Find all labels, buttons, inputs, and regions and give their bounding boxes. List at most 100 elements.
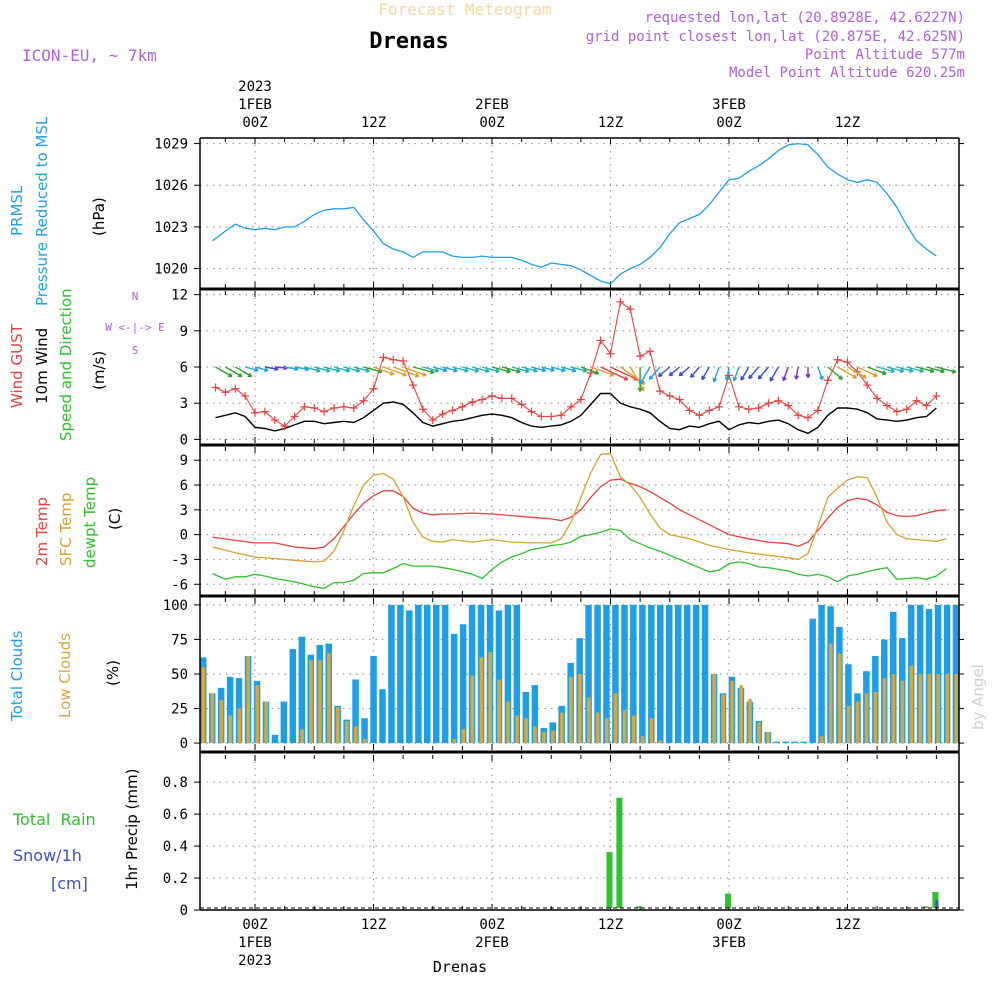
wind-speed-line (215, 392, 937, 435)
gust-marker (280, 422, 289, 431)
wind-arrow (462, 366, 480, 373)
precip-bars (606, 797, 939, 908)
low-cloud-bar (730, 680, 734, 744)
top-time-label: 12Z (835, 115, 860, 131)
top-time-label: 12Z (361, 115, 386, 131)
y-tick-label: 3 (180, 503, 188, 519)
wind-arrow (560, 366, 577, 373)
gust-marker (823, 376, 832, 385)
low-cloud-bar (542, 732, 546, 744)
wind-arrow (333, 366, 351, 373)
prmsl-label: PRMSL (8, 185, 26, 236)
y-tick-label: -3 (171, 552, 188, 568)
low-cloud-bar (201, 667, 206, 744)
wind-arrow (827, 366, 843, 380)
low-cloud-bar (470, 675, 475, 744)
low-cloud-bar (864, 693, 869, 743)
low-cloud-bar (622, 709, 627, 744)
low-cloud-bar (945, 674, 949, 744)
wind-arrow (678, 366, 690, 377)
low-cloud-bar (515, 715, 519, 744)
compass-south: S (132, 344, 139, 357)
gust-marker (468, 397, 477, 406)
pressure-panel: PRMSL Pressure Reduced to MSL (hPa) 1020… (8, 116, 964, 306)
wind-arrow (748, 366, 760, 380)
bottom-time-label: 2FEB (475, 935, 509, 951)
top-time-label: 3FEB (712, 97, 746, 113)
plot-frame (199, 137, 960, 911)
total-cloud-bar (424, 604, 431, 744)
wind-arrow (876, 366, 895, 374)
total-cloud-bar (522, 692, 530, 744)
total-cloud-bar (352, 679, 359, 744)
wind-arrow (393, 366, 420, 378)
y-tick-label: 0.2 (163, 871, 188, 887)
y-tick-label: -6 (171, 577, 188, 593)
wind-arrow (432, 366, 448, 373)
low-cloud-bar (819, 736, 824, 744)
gust-marker (221, 388, 230, 397)
low-clouds-label: Low Clouds (56, 633, 74, 718)
wind-arrow (837, 366, 858, 379)
y-tick-label: 12 (171, 288, 188, 304)
y-tick-label: 3 (180, 396, 188, 412)
top-time-label: 2FEB (475, 97, 509, 113)
gust-marker (705, 406, 714, 415)
total-cloud-bar (791, 741, 798, 744)
gust-marker (478, 395, 487, 404)
bottom-time-label: 1FEB (238, 935, 272, 951)
wind-arrow (234, 366, 253, 378)
total-cloud-bar (657, 604, 664, 744)
wind-arrow (732, 366, 740, 382)
gust-marker (320, 407, 329, 416)
y-tick-label: 6 (180, 360, 188, 376)
bottom-time-labels: 00Z 1FEB 2023 12Z 00Z 2FEB 12Z 00Z 3FEB 12Z (238, 917, 860, 969)
total-cloud-bar (809, 618, 816, 744)
low-cloud-bar (309, 660, 313, 744)
low-cloud-bar (569, 676, 573, 744)
wind-arrow (481, 366, 500, 374)
bottom-time-label: 12Z (835, 917, 860, 933)
credit-watermark: by Angel (969, 664, 987, 730)
gust-marker (389, 355, 398, 364)
low-cloud-bar (586, 697, 591, 744)
gust-marker (399, 356, 408, 365)
temp-sfc-label: SFC Temp (57, 493, 75, 566)
low-cloud-bar (264, 701, 268, 744)
wind-arrow (906, 366, 924, 373)
wind-arrow (422, 366, 440, 373)
grid-point-coords: grid point closest lon,lat (20.875E, 42.… (586, 29, 965, 45)
temp-dewpoint-label: dewpt Temp (81, 477, 99, 568)
total-cloud-bar (818, 604, 825, 744)
total-cloud-bar (683, 604, 691, 744)
gust-marker (507, 394, 516, 403)
wind-arrow (668, 366, 681, 377)
model-label: ICON-EU, ~ 7km (22, 46, 157, 65)
low-cloud-bar (739, 685, 743, 744)
temp-2m-line (212, 478, 947, 550)
gust-marker (813, 406, 822, 415)
wind-arrow (402, 366, 427, 377)
wind-arrow (896, 366, 914, 373)
y-tick-label: 75 (171, 632, 188, 648)
total-cloud-bar (504, 604, 512, 744)
low-cloud-bar (918, 674, 923, 744)
gust-marker (626, 305, 635, 314)
footer-station: Drenas (433, 958, 487, 976)
low-cloud-bar (318, 660, 322, 744)
total-cloud-bar (782, 741, 789, 744)
gust-marker (892, 407, 901, 416)
bottom-time-label: 00Z (479, 917, 504, 933)
total-cloud-bar (585, 604, 592, 744)
low-cloud-bar (461, 729, 466, 744)
gust-marker (794, 411, 803, 420)
gust-marker (833, 355, 842, 364)
gust-marker (646, 347, 654, 356)
gust-marker (912, 396, 921, 405)
total-cloud-bar (612, 604, 619, 744)
bottom-time-label: 12Z (598, 917, 623, 933)
temp-unit: (C) (106, 508, 124, 530)
low-cloud-bar (345, 721, 349, 744)
top-time-label: 00Z (479, 115, 504, 131)
top-time-label: 2023 (238, 79, 272, 95)
